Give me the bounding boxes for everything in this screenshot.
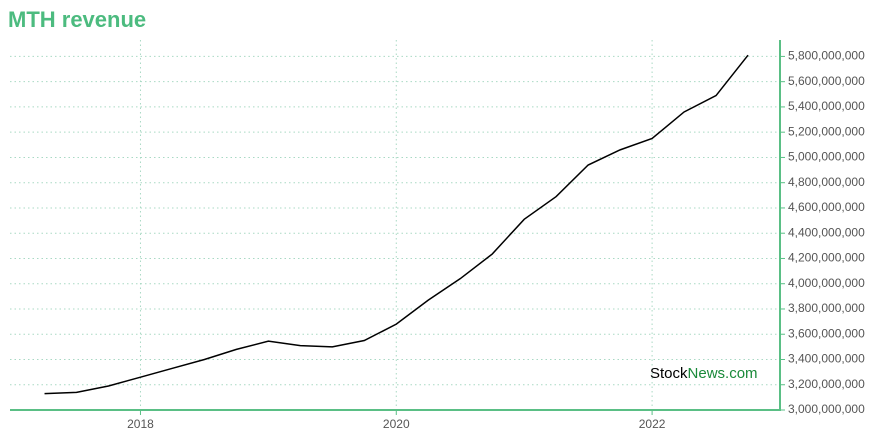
x-tick-label: 2018 [127, 417, 154, 431]
y-tick-label: 5,800,000,000 [788, 49, 865, 63]
watermark: StockNews.com [650, 365, 758, 382]
y-tick-label: 4,600,000,000 [788, 200, 865, 214]
y-tick-label: 3,000,000,000 [788, 402, 865, 416]
y-tick-label: 3,800,000,000 [788, 301, 865, 315]
watermark-part: News.com [688, 365, 758, 382]
y-tick-label: 5,400,000,000 [788, 99, 865, 113]
y-tick-label: 3,400,000,000 [788, 352, 865, 366]
watermark-part: Stock [650, 365, 688, 382]
y-tick-label: 5,600,000,000 [788, 74, 865, 88]
x-tick-label: 2020 [383, 417, 410, 431]
chart-title: MTH revenue [8, 7, 146, 32]
y-tick-label: 5,000,000,000 [788, 150, 865, 164]
x-tick-label: 2022 [639, 417, 666, 431]
y-tick-label: 4,200,000,000 [788, 251, 865, 265]
y-tick-label: 5,200,000,000 [788, 124, 865, 138]
y-tick-label: 4,000,000,000 [788, 276, 865, 290]
line [44, 54, 749, 395]
y-tick-label: 3,600,000,000 [788, 326, 865, 340]
y-tick-label: 4,800,000,000 [788, 175, 865, 189]
y-tick-label: 4,400,000,000 [788, 225, 865, 239]
y-tick-label: 3,200,000,000 [788, 377, 865, 391]
